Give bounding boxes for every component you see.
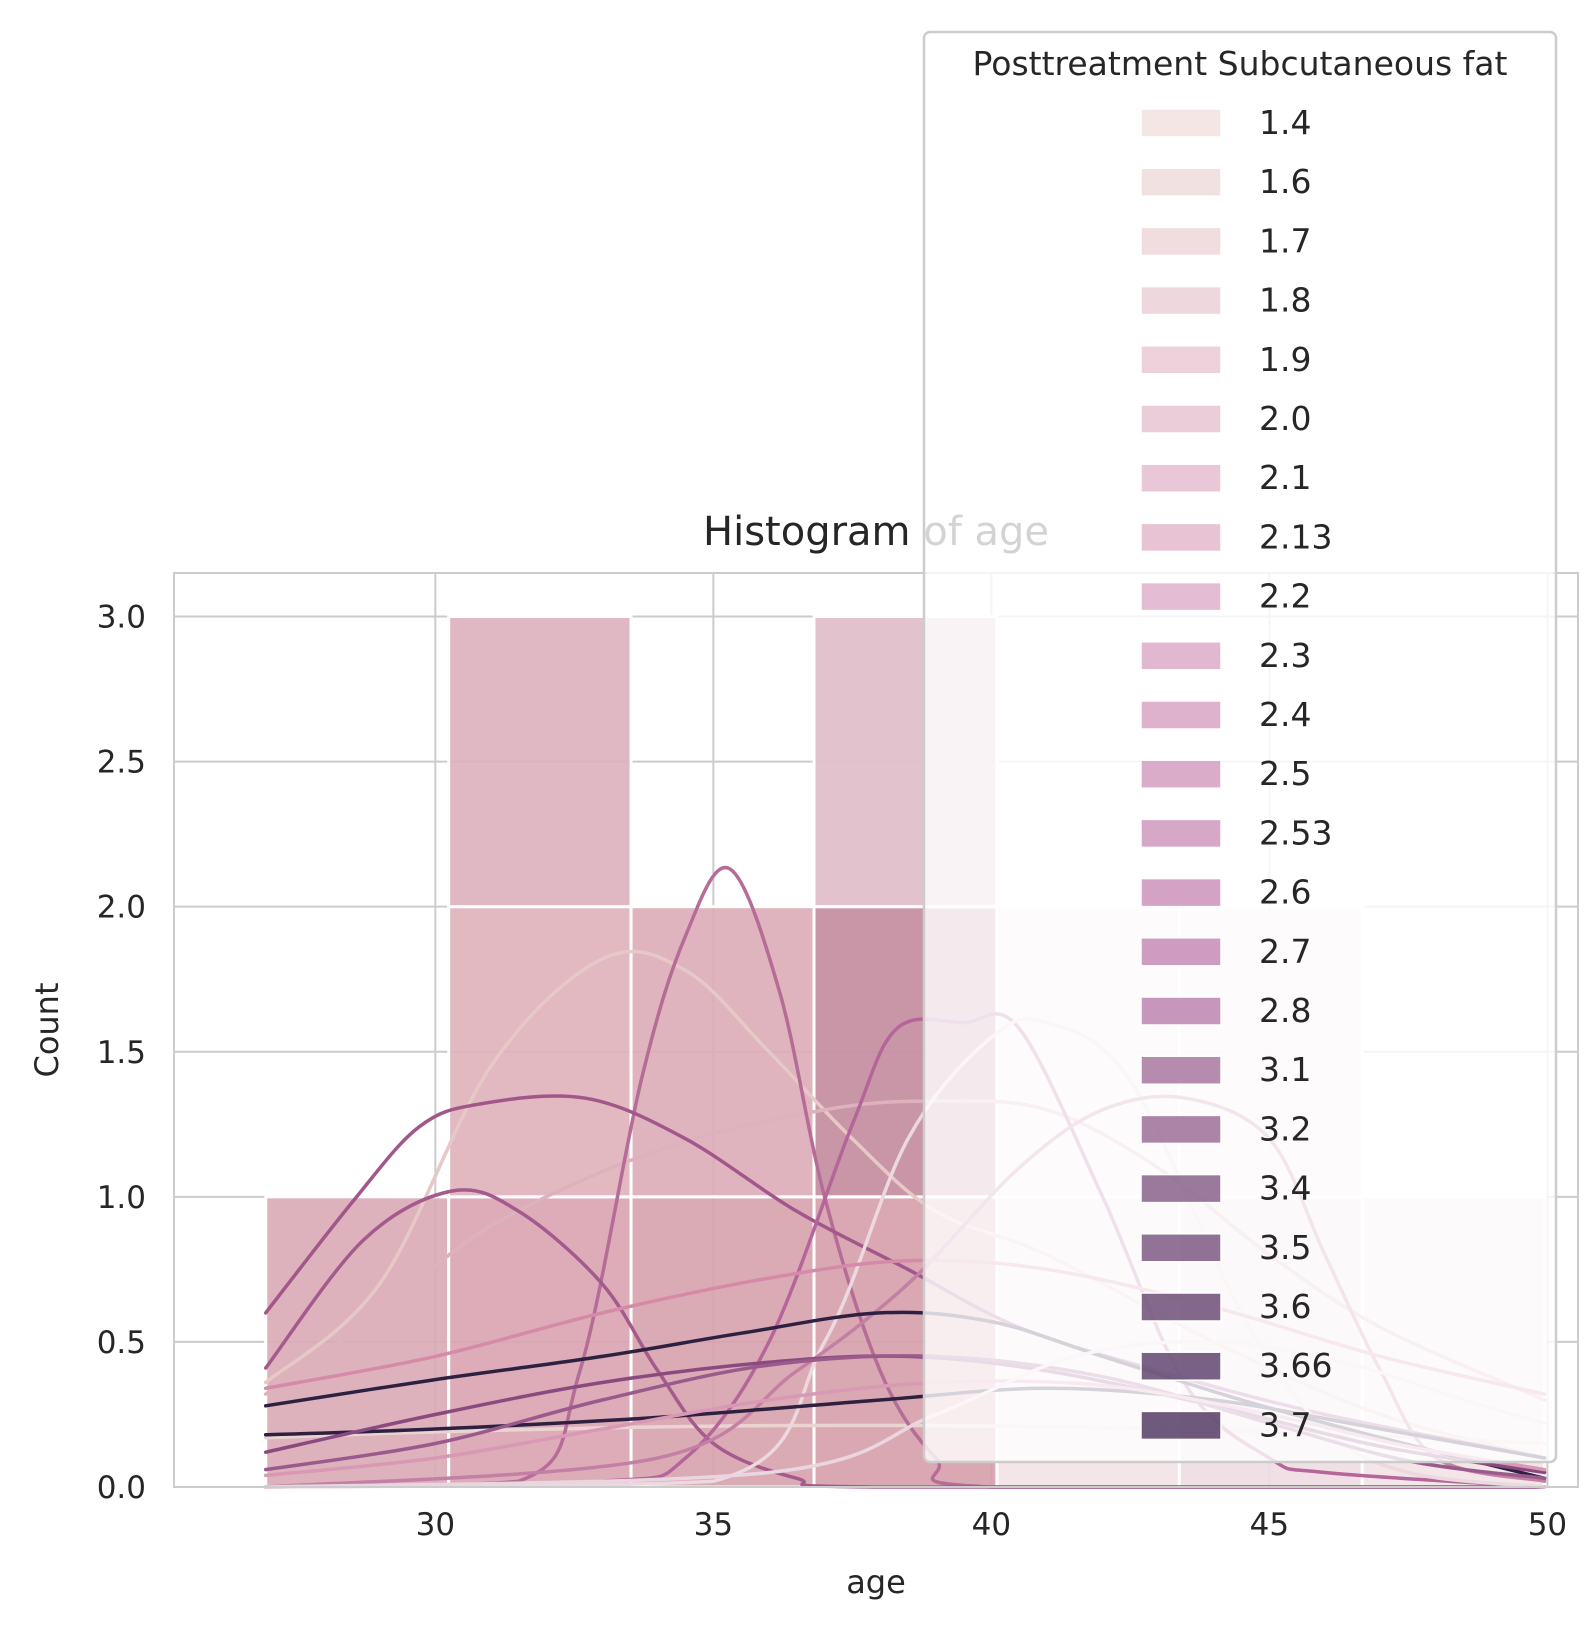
x-axis-label: age [846, 1563, 906, 1601]
legend-entry: 3.66 [1140, 1346, 1332, 1385]
legend-swatch [1140, 1410, 1222, 1441]
y-tick-label: 0.0 [97, 1470, 146, 1506]
y-tick-label: 0.5 [97, 1325, 146, 1361]
x-axis-ticks: 30 35 40 45 50 [416, 1507, 1568, 1543]
legend-entry: 2.6 [1140, 873, 1311, 912]
legend-entry: 2.8 [1140, 991, 1311, 1030]
legend-swatch [1140, 1114, 1222, 1145]
legend-box [922, 30, 1558, 1464]
kde-curve [263, 865, 1547, 1489]
legend-label: 1.7 [1259, 221, 1311, 260]
legend-swatch [1140, 1292, 1222, 1322]
legend-entry: 1.9 [1140, 340, 1311, 379]
legend-swatch [1140, 167, 1222, 197]
x-tick-label: 40 [972, 1507, 1011, 1543]
y-tick-label: 3.0 [97, 600, 146, 636]
plot-frame [173, 572, 1579, 1488]
legend-label: 1.9 [1259, 340, 1311, 379]
legend-entry: 2.53 [1140, 813, 1332, 852]
legend-label: 3.2 [1259, 1109, 1311, 1148]
legend-label: 2.8 [1259, 991, 1311, 1030]
legend-label: 3.6 [1259, 1287, 1311, 1326]
legend-label: 2.13 [1259, 517, 1332, 556]
legend-title: Posttreatment Subcutaneous fat [973, 44, 1508, 83]
x-tick-label: 35 [694, 1507, 733, 1543]
legend-label: 2.0 [1259, 399, 1311, 438]
legend-entry: 1.7 [1140, 221, 1311, 260]
legend-entry: 3.6 [1140, 1287, 1311, 1326]
legend-swatch [1140, 345, 1222, 375]
histogram-bar-segment [264, 1195, 451, 1489]
legend-label: 2.2 [1259, 577, 1311, 616]
legend-entry: 3.4 [1140, 1169, 1311, 1208]
legend-label: 2.53 [1259, 813, 1332, 852]
legend-entry: 3.1 [1140, 1050, 1311, 1089]
y-tick-label: 2.5 [97, 745, 146, 781]
legend-swatch [1140, 1055, 1222, 1085]
legend-entries: 1.4 1.6 1.7 1.8 1.9 2.0 2.1 2.13 2.2 2.3 2.4 2.5 2.5… [1140, 103, 1332, 1444]
x-tick-label: 50 [1528, 1507, 1567, 1543]
histogram-bar-segment [629, 905, 816, 1199]
legend-entry: 2.2 [1140, 577, 1311, 616]
legend-label: 2.6 [1259, 873, 1311, 912]
legend-label: 3.66 [1259, 1346, 1332, 1385]
histogram-bar-segment [447, 615, 633, 909]
histogram-bar-segment [447, 1195, 633, 1489]
x-tick-label: 30 [416, 1507, 455, 1543]
legend: Posttreatment Subcutaneous fat 1.4 1.6 1.7… [922, 30, 1558, 1464]
legend-entry: 2.7 [1140, 932, 1311, 971]
legend-swatch [1140, 404, 1222, 434]
legend-entry: 2.5 [1140, 754, 1311, 793]
legend-entry: 3.7 [1140, 1405, 1311, 1444]
legend-label: 1.4 [1259, 103, 1311, 142]
y-tick-label: 2.0 [97, 890, 146, 926]
legend-label: 3.4 [1259, 1169, 1311, 1208]
legend-label: 3.5 [1259, 1228, 1311, 1267]
legend-label: 2.1 [1259, 458, 1311, 497]
legend-label: 3.1 [1259, 1050, 1311, 1089]
legend-swatch [1140, 937, 1222, 967]
legend-entry: 1.6 [1140, 162, 1311, 201]
legend-swatch [1140, 108, 1222, 138]
legend-swatch [1140, 226, 1222, 257]
legend-swatch [1140, 877, 1222, 908]
legend-swatch [1140, 1173, 1222, 1204]
legend-entry: 2.1 [1140, 458, 1311, 497]
legend-swatch [1140, 522, 1222, 553]
legend-entry: 2.4 [1140, 695, 1311, 734]
legend-label: 3.7 [1259, 1405, 1311, 1444]
legend-entry: 2.3 [1140, 636, 1311, 675]
legend-swatch [1140, 1351, 1222, 1381]
y-tick-label: 1.5 [97, 1035, 146, 1071]
legend-entry: 3.2 [1140, 1109, 1311, 1148]
legend-swatch [1140, 700, 1222, 730]
legend-label: 1.8 [1259, 281, 1311, 320]
histogram-bar-segment [447, 905, 633, 1199]
legend-entry: 1.8 [1140, 281, 1311, 320]
y-tick-label: 1.0 [97, 1180, 146, 1216]
legend-label: 2.7 [1259, 932, 1311, 971]
x-tick-label: 45 [1250, 1507, 1289, 1543]
legend-swatch [1140, 463, 1222, 493]
legend-swatch [1140, 285, 1222, 316]
legend-label: 2.3 [1259, 636, 1311, 675]
legend-entry: 2.13 [1140, 517, 1332, 556]
legend-swatch [1140, 641, 1222, 671]
legend-swatch [1140, 996, 1222, 1026]
histogram-bar-segment [629, 1195, 816, 1489]
legend-entry: 1.4 [1140, 103, 1311, 142]
legend-swatch [1140, 1233, 1222, 1263]
legend-label: 1.6 [1259, 162, 1311, 201]
legend-swatch [1140, 581, 1222, 612]
y-axis-label: Count [28, 982, 66, 1077]
legend-entry: 2.0 [1140, 399, 1311, 438]
legend-label: 2.4 [1259, 695, 1311, 734]
legend-swatch [1140, 759, 1222, 789]
legend-label: 2.5 [1259, 754, 1311, 793]
y-axis-ticks: 0.0 0.5 1.0 1.5 2.0 2.5 3.0 [97, 600, 146, 1506]
legend-swatch [1140, 818, 1222, 849]
legend-entry: 3.5 [1140, 1228, 1311, 1267]
